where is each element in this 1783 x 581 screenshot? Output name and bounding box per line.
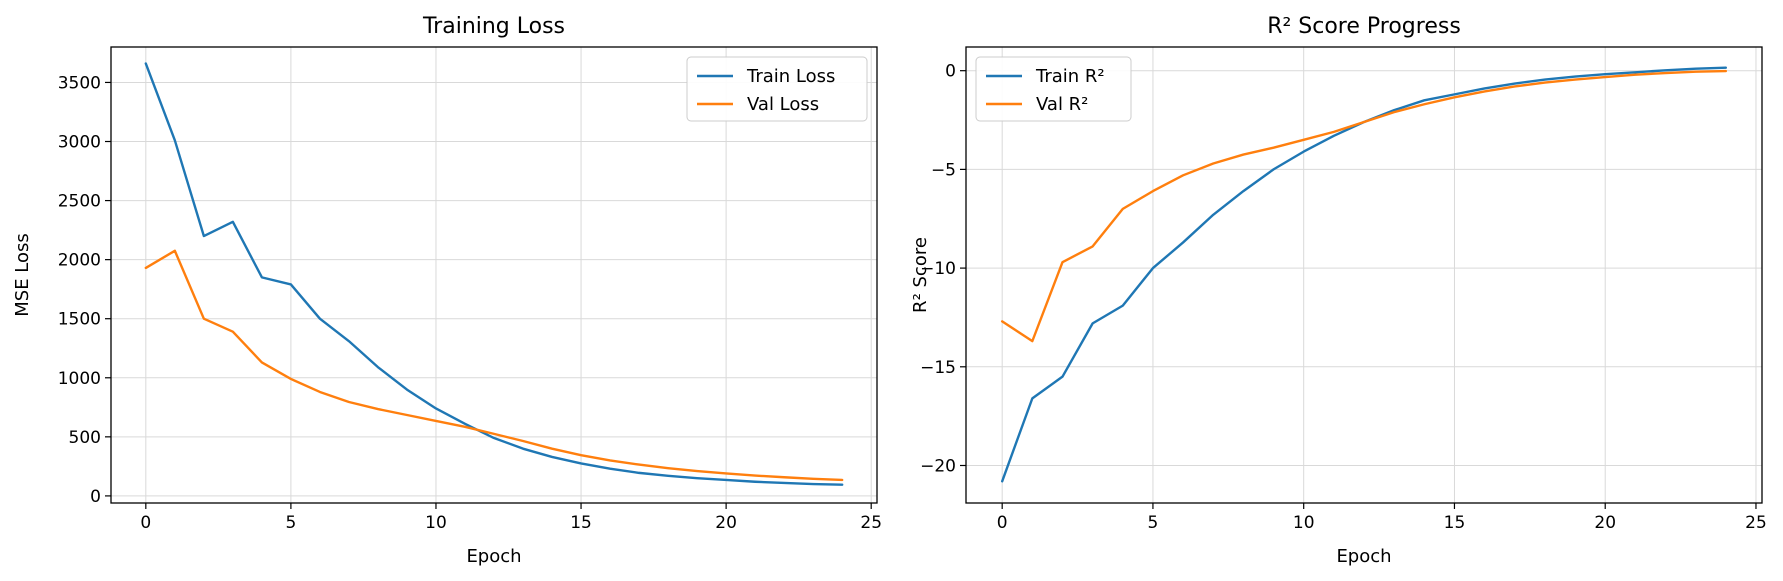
y-tick-label: 0 bbox=[90, 487, 101, 507]
y-tick-label: 2000 bbox=[58, 251, 101, 271]
y-tick-label: −5 bbox=[931, 160, 956, 180]
y-tick-label: −10 bbox=[920, 259, 956, 279]
y-tick-label: 3500 bbox=[58, 73, 101, 93]
legend-label: Val Loss bbox=[747, 94, 819, 115]
val-r2-line bbox=[1000, 69, 1728, 343]
legend: Train R² Val R² bbox=[975, 56, 1132, 122]
plot-frame bbox=[965, 46, 1763, 504]
x-tick-label: 20 bbox=[1594, 513, 1616, 533]
train-r2-line bbox=[1000, 66, 1728, 483]
y-tick-label: 500 bbox=[69, 428, 101, 448]
y-tick-label: 1500 bbox=[58, 310, 101, 330]
x-axis-label: Epoch bbox=[1336, 546, 1391, 567]
y-tick-label: −15 bbox=[920, 358, 956, 378]
y-tick-label: 2500 bbox=[58, 192, 101, 212]
legend-label: Train R² bbox=[1035, 66, 1105, 87]
y-tick-label: −20 bbox=[920, 456, 956, 476]
chart-title: Training Loss bbox=[422, 14, 565, 39]
val-loss-line bbox=[144, 249, 844, 482]
r2-score-chart: 0 5 10 15 20 25 0 −5 −10 −15 −20 R² Score Progress E… bbox=[910, 14, 1767, 567]
legend: Train Loss Val Loss bbox=[686, 56, 868, 122]
y-axis-label: MSE Loss bbox=[12, 233, 33, 317]
x-tick-label: 0 bbox=[997, 513, 1008, 533]
training-loss-chart: 0 5 10 15 20 25 0 500 1000 1500 2000 2500 3000 3500 Tr… bbox=[12, 14, 882, 567]
x-tick-label: 25 bbox=[1745, 513, 1767, 533]
x-tick-label: 5 bbox=[1148, 513, 1159, 533]
y-axis-label: R² Score bbox=[910, 237, 931, 313]
train-loss-line bbox=[144, 62, 844, 486]
legend-label: Val R² bbox=[1036, 94, 1088, 115]
x-tick-label: 25 bbox=[860, 513, 882, 533]
x-tick-label: 10 bbox=[425, 513, 447, 533]
x-axis-label: Epoch bbox=[466, 546, 521, 567]
y-tick-label: 3000 bbox=[58, 133, 101, 153]
x-tick-label: 0 bbox=[140, 513, 151, 533]
y-tick-label: 1000 bbox=[58, 369, 101, 389]
y-tick-label: 0 bbox=[945, 62, 956, 82]
legend-label: Train Loss bbox=[746, 66, 835, 87]
plot-frame bbox=[110, 46, 878, 504]
x-tick-label: 5 bbox=[285, 513, 296, 533]
x-tick-label: 20 bbox=[715, 513, 737, 533]
x-tick-label: 10 bbox=[1293, 513, 1315, 533]
x-tick-label: 15 bbox=[1444, 513, 1466, 533]
chart-title: R² Score Progress bbox=[1267, 14, 1461, 39]
x-tick-label: 15 bbox=[570, 513, 592, 533]
